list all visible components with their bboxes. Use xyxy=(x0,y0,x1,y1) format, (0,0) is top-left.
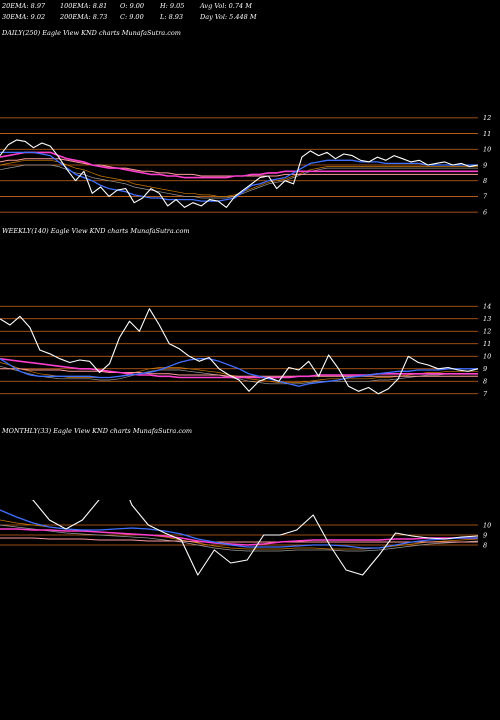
daily-ema-orange-line xyxy=(0,159,478,197)
weekly-ema-magenta-line xyxy=(0,357,478,379)
daily-chart-panel: 6 7 8 9 10 11 12 xyxy=(0,114,491,216)
high-stat: H: 9.05 xyxy=(160,2,185,10)
monthly-chart-panel: 8 9 10 xyxy=(0,500,491,576)
monthly-ema-grey-line xyxy=(0,524,479,552)
daily-ytick-label: 6 xyxy=(483,208,487,216)
monthly-panel-title: MONTHLY(33) Eagle View KND charts Munafa… xyxy=(2,427,193,435)
weekly-chart-panel: 7 8 9 10 11 12 13 14 xyxy=(0,303,491,398)
monthly-ytick-label: 8 xyxy=(483,541,487,549)
monthly-price-line xyxy=(31,500,479,576)
daily-panel-title: DAILY(250) Eagle View KND charts MunafaS… xyxy=(2,29,181,37)
ema100-stat: 100EMA: 8.81 xyxy=(60,2,108,10)
weekly-ytick-label: 11 xyxy=(483,340,491,348)
weekly-ytick-label: 8 xyxy=(483,378,487,386)
ema30-stat: 30EMA: 9.02 xyxy=(2,13,46,21)
daily-price-line xyxy=(0,139,479,208)
weekly-ema-blue-line xyxy=(0,358,478,387)
weekly-ytick-label: 13 xyxy=(483,315,491,323)
daily-ytick-label: 11 xyxy=(483,130,491,138)
daily-ytick-label: 10 xyxy=(483,146,491,154)
weekly-ytick-label: 10 xyxy=(483,353,491,361)
low-stat: L: 8.93 xyxy=(160,13,184,21)
weekly-panel-title: WEEKLY(140) Eagle View KND charts Munafa… xyxy=(2,227,190,235)
avg-vol-stat: Avg Vol: 0.74 M xyxy=(200,2,252,10)
weekly-ytick-label: 12 xyxy=(483,328,491,336)
monthly-ytick-label: 10 xyxy=(483,521,491,529)
daily-ytick-label: 9 xyxy=(483,161,487,169)
daily-ema-magenta-line xyxy=(0,151,478,179)
ema20-stat: 20EMA: 8.97 xyxy=(2,2,46,10)
open-stat: O: 9.00 xyxy=(120,2,145,10)
weekly-ema-pink-line xyxy=(0,368,478,377)
day-vol-stat: Day Vol: 5.448 M xyxy=(200,13,257,21)
monthly-ema-pink-line xyxy=(0,537,478,543)
ema200-stat: 200EMA: 8.73 xyxy=(60,13,108,21)
daily-ytick-label: 7 xyxy=(483,193,488,201)
monthly-ytick-label: 9 xyxy=(483,531,487,539)
weekly-ytick-label: 9 xyxy=(483,365,487,373)
monthly-ema-magenta-line xyxy=(0,528,478,546)
monthly-ema-blue-line xyxy=(0,509,478,549)
daily-ytick-label: 12 xyxy=(483,114,491,122)
weekly-ytick-label: 14 xyxy=(483,303,491,311)
weekly-price-line xyxy=(0,308,479,395)
weekly-ytick-label: 7 xyxy=(483,390,488,398)
daily-ema-pink-line xyxy=(0,158,478,177)
daily-ytick-label: 8 xyxy=(483,177,487,185)
close-stat: C: 9.00 xyxy=(120,13,144,21)
